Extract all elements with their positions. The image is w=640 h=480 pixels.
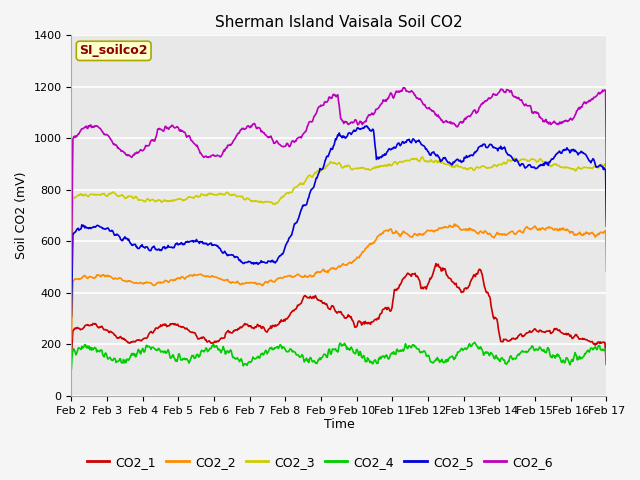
CO2_1 xyxy=(68,354,76,360)
CO2_2 xyxy=(602,268,610,274)
CO2_6 xyxy=(68,266,76,272)
CO2_5 xyxy=(404,137,412,143)
CO2_2 xyxy=(404,231,412,237)
CO2_5 xyxy=(420,143,428,149)
CO2_6 xyxy=(77,127,85,133)
CO2_2 xyxy=(77,276,85,281)
CO2_4 xyxy=(68,366,76,372)
CO2_1 xyxy=(187,329,195,335)
CO2_1 xyxy=(404,270,412,276)
CO2_5 xyxy=(132,244,140,250)
CO2_2 xyxy=(215,276,223,281)
CO2_5 xyxy=(602,223,610,229)
CO2_6 xyxy=(215,153,223,158)
CO2_3 xyxy=(215,192,223,197)
CO2_1 xyxy=(432,261,440,266)
Title: Sherman Island Vaisala Soil CO2: Sherman Island Vaisala Soil CO2 xyxy=(215,15,463,30)
CO2_2 xyxy=(187,272,195,278)
CO2_6 xyxy=(404,89,412,95)
CO2_3 xyxy=(404,157,412,163)
CO2_5 xyxy=(68,313,76,319)
Line: CO2_5: CO2_5 xyxy=(72,126,606,316)
CO2_4 xyxy=(404,346,412,351)
Line: CO2_3: CO2_3 xyxy=(72,157,606,296)
CO2_5 xyxy=(363,123,371,129)
CO2_3 xyxy=(419,154,426,160)
CO2_1 xyxy=(419,286,427,292)
Legend: CO2_1, CO2_2, CO2_3, CO2_4, CO2_5, CO2_6: CO2_1, CO2_2, CO2_3, CO2_4, CO2_5, CO2_6 xyxy=(82,451,558,474)
CO2_4 xyxy=(77,347,85,352)
CO2_3 xyxy=(602,218,610,224)
CO2_1 xyxy=(77,326,85,332)
CO2_5 xyxy=(77,226,85,232)
CO2_6 xyxy=(420,102,428,108)
Line: CO2_2: CO2_2 xyxy=(72,224,606,338)
CO2_3 xyxy=(187,194,195,200)
CO2_2 xyxy=(451,221,458,227)
Y-axis label: Soil CO2 (mV): Soil CO2 (mV) xyxy=(15,172,28,259)
CO2_2 xyxy=(68,336,76,341)
CO2_6 xyxy=(132,150,140,156)
CO2_2 xyxy=(132,280,140,286)
CO2_3 xyxy=(68,293,76,299)
CO2_4 xyxy=(215,346,223,352)
CO2_4 xyxy=(132,354,140,360)
CO2_1 xyxy=(215,338,223,344)
Text: SI_soilco2: SI_soilco2 xyxy=(79,44,148,57)
CO2_3 xyxy=(132,194,140,200)
CO2_4 xyxy=(602,361,610,367)
Line: CO2_4: CO2_4 xyxy=(72,342,606,369)
Line: CO2_6: CO2_6 xyxy=(72,88,606,269)
CO2_2 xyxy=(419,232,427,238)
CO2_1 xyxy=(132,338,140,344)
CO2_4 xyxy=(187,357,195,362)
CO2_1 xyxy=(602,361,610,367)
Line: CO2_1: CO2_1 xyxy=(72,264,606,364)
CO2_4 xyxy=(471,339,479,345)
CO2_5 xyxy=(215,245,223,251)
CO2_6 xyxy=(399,85,407,91)
CO2_4 xyxy=(419,348,427,354)
CO2_5 xyxy=(187,239,195,244)
CO2_3 xyxy=(420,157,428,163)
CO2_3 xyxy=(77,191,85,197)
X-axis label: Time: Time xyxy=(323,419,355,432)
CO2_6 xyxy=(602,163,610,169)
CO2_6 xyxy=(187,136,195,142)
